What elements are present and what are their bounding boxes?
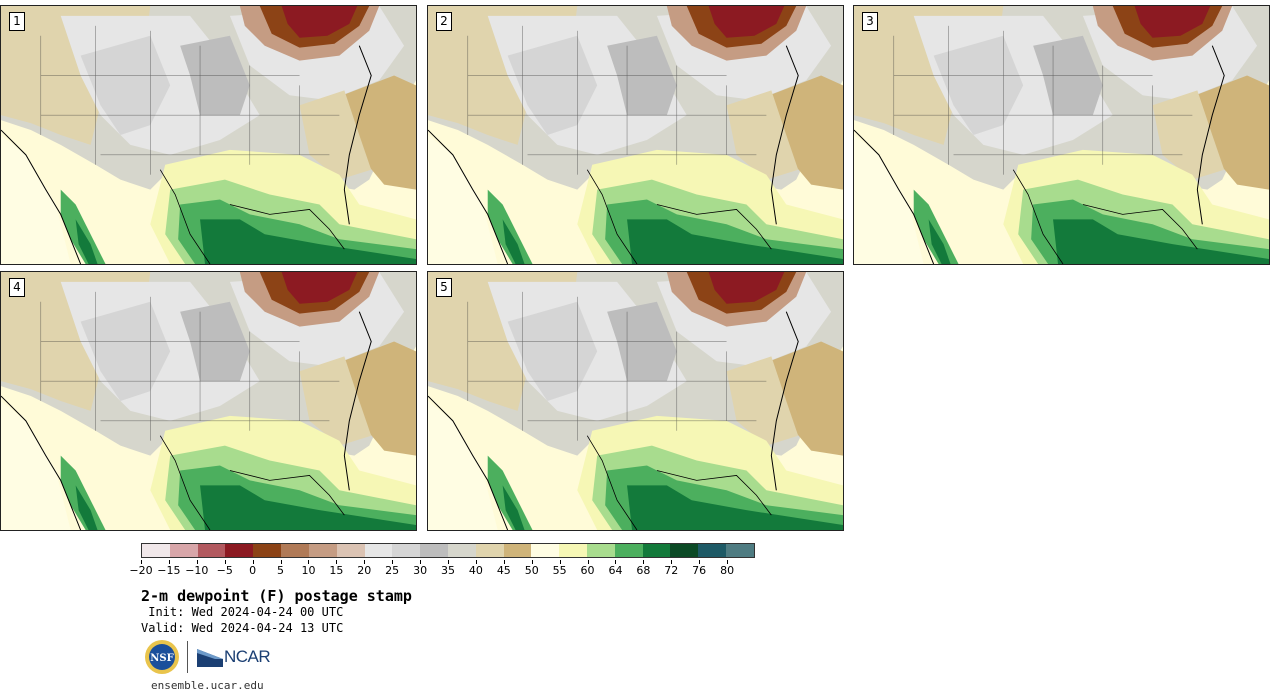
nsf-logo-icon: NSF — [145, 640, 179, 674]
colorbar-swatch — [726, 544, 754, 557]
colorbar-swatch — [698, 544, 727, 557]
colorbar-swatch — [253, 544, 282, 557]
member-panel-4: 4 — [0, 271, 417, 531]
colorbar-tick-label: 64 — [608, 564, 623, 577]
colorbar-tick-mark — [336, 560, 338, 564]
colorbar-tick-label: 20 — [357, 564, 372, 577]
member-panel-1: 1 — [0, 5, 417, 265]
valid-time: Valid: Wed 2024-04-24 13 UTC — [141, 621, 344, 635]
member-label-4: 4 — [9, 278, 25, 297]
colorbar-swatch — [225, 544, 254, 557]
colorbar-tick-mark — [141, 560, 142, 564]
colorbar-swatch — [670, 544, 699, 557]
colorbar-tick-label: 10 — [301, 564, 316, 577]
dewpoint-map-4 — [1, 272, 416, 530]
chart-title: 2-m dewpoint (F) postage stamp — [141, 587, 412, 605]
colorbar-tick-label: 45 — [496, 564, 511, 577]
colorbar-tick-mark — [196, 560, 198, 564]
colorbar-tick-label: 0 — [249, 564, 257, 577]
colorbar-swatch — [475, 544, 504, 557]
colorbar-tick-label: 55 — [552, 564, 567, 577]
dewpoint-map-3 — [854, 6, 1269, 264]
colorbar-tick-mark — [727, 560, 729, 564]
colorbar-swatch — [642, 544, 671, 557]
colorbar-tick-mark — [643, 560, 645, 564]
colorbar-tick-mark — [280, 560, 282, 564]
colorbar-swatch — [447, 544, 476, 557]
colorbar-tick-mark — [615, 560, 617, 564]
colorbar — [141, 543, 755, 558]
colorbar-swatch — [308, 544, 337, 557]
colorbar-swatch — [420, 544, 448, 557]
colorbar-swatch — [169, 544, 198, 557]
logos: NSF NCAR — [144, 637, 271, 677]
colorbar-tick-label: 60 — [580, 564, 595, 577]
member-panel-5: 5 — [427, 271, 844, 531]
colorbar-tick-mark — [475, 560, 477, 564]
colorbar-tick-label: 50 — [524, 564, 539, 577]
dewpoint-map-5 — [428, 272, 843, 530]
colorbar-tick-label: 76 — [692, 564, 707, 577]
colorbar-tick-label: 40 — [468, 564, 483, 577]
colorbar-tick-label: 5 — [277, 564, 285, 577]
colorbar-swatch — [614, 544, 643, 557]
colorbar-swatch — [142, 544, 170, 557]
colorbar-tick-label: −20 — [129, 564, 153, 577]
colorbar-tick-mark — [168, 560, 170, 564]
colorbar-tick-mark — [308, 560, 310, 564]
member-panel-3: 3 — [853, 5, 1270, 265]
ncar-mark-icon — [197, 649, 223, 667]
colorbar-tick-label: −5 — [216, 564, 233, 577]
colorbar-tick-mark — [503, 560, 505, 564]
colorbar-tick-mark — [587, 560, 589, 564]
colorbar-ticks: −20 −15 −10 −5 0 5 10 15 20 25 30 35 40 45 50 55 60 64 68 7… — [129, 560, 755, 577]
dewpoint-map-1 — [1, 6, 416, 264]
colorbar-swatch — [559, 544, 587, 557]
colorbar-swatch — [587, 544, 615, 557]
colorbar-swatch — [281, 544, 309, 557]
nsf-logo-text: NSF — [150, 653, 173, 664]
colorbar-swatch — [197, 544, 226, 557]
colorbar-swatch — [503, 544, 532, 557]
colorbar-tick-label: 15 — [329, 564, 344, 577]
ncar-logo: NCAR — [197, 647, 271, 667]
colorbar-swatch — [392, 544, 421, 557]
colorbar-tick-mark — [392, 560, 394, 564]
colorbar-tick-mark — [364, 560, 366, 564]
colorbar-tick-label: 30 — [413, 564, 428, 577]
ncar-logo-text: NCAR — [224, 647, 271, 666]
init-time: Init: Wed 2024-04-24 00 UTC — [141, 605, 344, 619]
colorbar-tick-mark — [252, 560, 254, 564]
colorbar-tick-mark — [531, 560, 533, 564]
colorbar-tick-label: −10 — [185, 564, 209, 577]
site-url: ensemble.ucar.edu — [151, 679, 264, 692]
colorbar-tick-label: 25 — [385, 564, 400, 577]
colorbar-tick-mark — [224, 560, 226, 564]
member-label-5: 5 — [436, 278, 452, 297]
colorbar-tick-label: 72 — [664, 564, 679, 577]
colorbar-tick-mark — [420, 560, 422, 564]
colorbar-swatch — [336, 544, 365, 557]
colorbar-tick-label: −15 — [157, 564, 181, 577]
colorbar-tick-label: 80 — [720, 564, 735, 577]
colorbar-tick-mark — [448, 560, 449, 564]
colorbar-swatch — [531, 544, 560, 557]
colorbar-tick-mark — [699, 560, 701, 564]
colorbar-tick-mark — [671, 560, 673, 564]
member-panel-2: 2 — [427, 5, 844, 265]
member-label-2: 2 — [436, 12, 452, 31]
member-label-3: 3 — [862, 12, 878, 31]
dewpoint-map-2 — [428, 6, 843, 264]
colorbar-tick-mark — [559, 560, 561, 564]
logo-divider — [187, 641, 188, 673]
colorbar-tick-label: 35 — [441, 564, 455, 577]
colorbar-swatch — [364, 544, 393, 557]
member-label-1: 1 — [9, 12, 25, 31]
colorbar-tick-label: 68 — [636, 564, 651, 577]
